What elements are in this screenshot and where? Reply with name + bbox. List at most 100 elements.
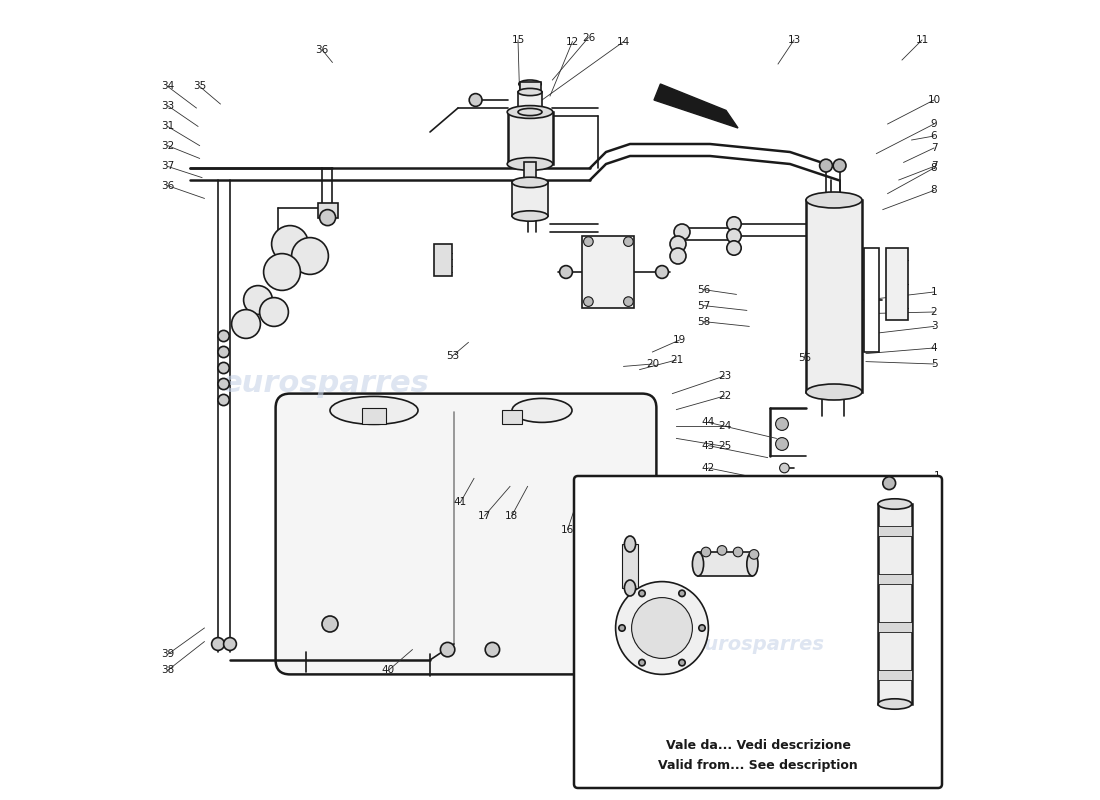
Ellipse shape [625,536,636,552]
Text: 18: 18 [505,511,518,521]
Circle shape [232,310,261,338]
Text: 20: 20 [646,359,659,369]
Ellipse shape [507,106,553,118]
Text: 61: 61 [636,605,649,614]
Text: 27: 27 [585,509,598,518]
Bar [878,622,912,632]
Text: 36: 36 [316,45,329,54]
Bar [434,244,452,276]
Circle shape [560,266,572,278]
Circle shape [218,394,229,406]
Text: eurosparres: eurosparres [692,634,825,654]
Bar [507,112,553,164]
Circle shape [485,642,499,657]
Circle shape [320,210,336,226]
Ellipse shape [518,108,542,115]
Ellipse shape [806,384,862,400]
Ellipse shape [512,177,548,188]
Text: 8: 8 [931,163,937,173]
Ellipse shape [692,552,704,576]
Text: 17: 17 [477,511,491,521]
Text: 11: 11 [915,35,928,45]
Text: 43: 43 [702,441,715,450]
Text: 21: 21 [670,355,683,365]
Bar [878,670,912,680]
Circle shape [624,237,634,246]
Text: 16: 16 [561,525,574,534]
Text: 56: 56 [697,285,711,294]
Text: eurosparres: eurosparres [222,370,430,398]
Bar [525,162,537,184]
Text: 7: 7 [931,162,937,171]
Text: 7: 7 [931,143,937,153]
Circle shape [674,224,690,240]
Bar [878,526,912,536]
Text: 12: 12 [565,37,579,46]
Circle shape [619,625,625,631]
Ellipse shape [519,80,541,88]
Circle shape [322,616,338,632]
Circle shape [717,546,727,555]
Circle shape [883,477,895,490]
Circle shape [631,598,692,658]
Circle shape [780,495,789,505]
Text: 33: 33 [161,101,174,110]
Text: 28: 28 [609,513,623,522]
Text: 47: 47 [653,495,667,505]
Circle shape [734,547,742,557]
Text: eurosparres: eurosparres [623,530,829,558]
Circle shape [218,330,229,342]
Text: 38: 38 [161,666,174,675]
Polygon shape [654,84,738,128]
Text: 5: 5 [931,359,937,369]
Text: 59: 59 [909,629,922,638]
Circle shape [780,479,789,489]
Circle shape [701,547,711,557]
Circle shape [218,378,229,390]
Text: 32: 32 [161,141,174,150]
Text: 26: 26 [582,33,595,42]
Text: 41: 41 [454,498,467,507]
Bar [886,248,909,320]
Text: 3: 3 [931,322,937,331]
Ellipse shape [747,552,758,576]
FancyBboxPatch shape [276,394,657,674]
Bar [621,544,638,588]
Text: 14: 14 [617,37,630,46]
Circle shape [223,638,236,650]
Text: 1: 1 [931,287,937,297]
Text: 4: 4 [931,343,937,353]
Ellipse shape [518,88,542,96]
Text: 29: 29 [636,513,649,522]
Text: 10: 10 [927,95,940,105]
Circle shape [470,94,482,106]
Circle shape [639,659,646,666]
FancyBboxPatch shape [574,476,942,788]
Text: 9: 9 [931,119,937,129]
Text: Valid from... See description: Valid from... See description [658,759,858,772]
Circle shape [639,590,646,597]
Circle shape [698,625,705,631]
Circle shape [292,238,329,274]
Circle shape [776,418,789,430]
Text: 8: 8 [931,186,937,195]
Ellipse shape [625,580,636,596]
Circle shape [594,620,610,636]
Circle shape [749,550,759,559]
Circle shape [260,298,288,326]
Bar [519,82,541,92]
Bar [518,92,542,112]
Ellipse shape [512,210,548,222]
Text: 37: 37 [161,162,174,171]
Text: 31: 31 [161,122,174,131]
Text: 54: 54 [702,485,715,494]
Text: 30: 30 [666,509,679,518]
Text: 45: 45 [674,495,688,505]
Bar [806,200,862,392]
Circle shape [776,438,789,450]
Text: 39: 39 [161,650,174,659]
Bar [318,203,338,218]
Circle shape [727,217,741,231]
Text: Vale da... Vedi descrizione: Vale da... Vedi descrizione [666,739,850,752]
Ellipse shape [512,398,572,422]
